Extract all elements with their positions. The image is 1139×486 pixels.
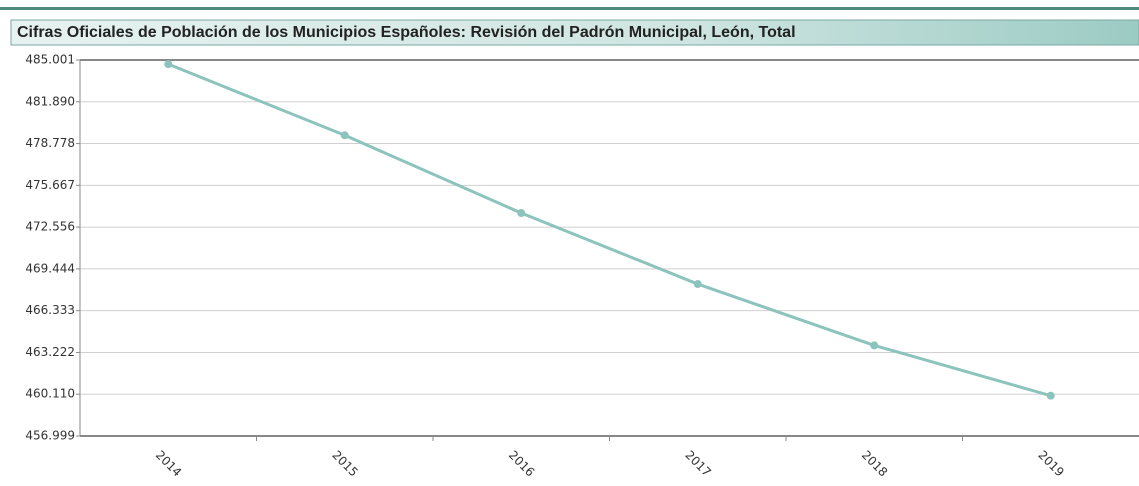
data-point	[340, 131, 349, 140]
y-tick-label: 463.222	[25, 345, 75, 359]
y-tick-label: 472.556	[25, 220, 75, 234]
y-tick-label: 475.667	[25, 178, 75, 192]
data-point	[164, 60, 173, 69]
x-tick-label: 2016	[506, 448, 537, 479]
y-tick-label: 478.778	[25, 136, 75, 150]
title-bar	[10, 19, 1139, 46]
data-point	[1046, 391, 1055, 400]
x-tick-label: 2017	[682, 448, 713, 479]
y-tick-label: 469.444	[25, 261, 75, 275]
chart-title: Cifras Oficiales de Población de los Mun…	[17, 24, 796, 41]
y-tick-label: 456.999	[25, 429, 75, 443]
data-point	[870, 341, 879, 350]
x-tick-label: 2015	[329, 448, 360, 479]
x-tick-label: 2014	[153, 448, 184, 479]
y-tick-label: 460.110	[25, 387, 75, 401]
x-tick-label: 2019	[1035, 448, 1066, 479]
data-point	[693, 280, 702, 289]
data-point	[517, 209, 526, 218]
series-line	[167, 62, 1052, 398]
y-tick-label: 481.890	[25, 94, 75, 108]
y-tick-label: 485.001	[25, 53, 75, 67]
y-tick-label: 466.333	[25, 303, 75, 317]
top-border	[0, 7, 1139, 10]
x-tick-label: 2018	[859, 448, 890, 479]
